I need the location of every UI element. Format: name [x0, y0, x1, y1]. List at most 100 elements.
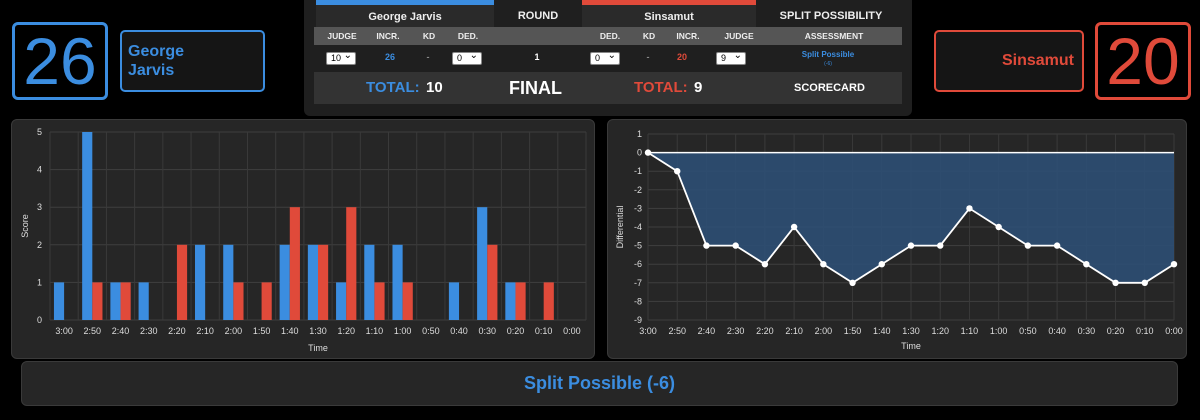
- score-bar: [487, 244, 498, 320]
- assessment-detail: (-6): [824, 61, 832, 67]
- score-bar: [374, 282, 385, 320]
- blue-total-value: 10: [426, 79, 443, 96]
- red-header: Sinsamut: [582, 0, 756, 27]
- x-tick-label: 2:30: [727, 326, 745, 336]
- y-axis-label: Differential: [615, 206, 625, 249]
- score-bar: [543, 282, 554, 320]
- blue-kd-value: -: [426, 52, 430, 62]
- y-tick-label: -2: [634, 185, 642, 195]
- differential-point: [966, 205, 973, 212]
- score-bar: [402, 282, 413, 320]
- final-label: FINAL: [509, 78, 562, 98]
- sub-kd-blue: KD: [422, 31, 436, 41]
- x-tick-label: 0:20: [507, 326, 525, 336]
- x-tick-label: 3:00: [639, 326, 657, 336]
- score-bar: [120, 282, 131, 320]
- x-tick-label: 1:00: [990, 326, 1008, 336]
- x-tick-label: 0:40: [1048, 326, 1066, 336]
- blue-header: George Jarvis: [316, 0, 494, 27]
- sub-kd-red: KD: [642, 31, 656, 41]
- differential-point: [1112, 279, 1119, 286]
- x-tick-label: 2:00: [815, 326, 833, 336]
- score-bar: [477, 207, 488, 320]
- score-bar: [336, 282, 347, 320]
- score-bar: [53, 282, 65, 320]
- y-tick-label: 4: [37, 165, 42, 175]
- round-value: 1: [534, 52, 540, 62]
- red-score: 20: [1095, 22, 1191, 100]
- differential-point: [878, 261, 885, 268]
- x-tick-label: 1:40: [873, 326, 891, 336]
- score-bar: [138, 282, 149, 320]
- differential-area: [648, 152, 1174, 283]
- blue-score: 26: [12, 22, 108, 100]
- differential-point: [790, 223, 798, 231]
- differential-point: [1170, 261, 1178, 268]
- x-tick-label: 1:30: [309, 326, 327, 336]
- y-tick-label: 1: [637, 129, 642, 139]
- differential-point: [703, 242, 710, 249]
- blue-last-name: Jarvis: [128, 62, 175, 79]
- x-tick-label: 2:10: [196, 326, 214, 336]
- differential-point: [644, 149, 652, 156]
- score-bar: [505, 282, 516, 320]
- x-tick-label: 1:20: [931, 326, 949, 336]
- x-tick-label: 2:20: [756, 326, 774, 336]
- differential-area-chart: -9 -8 -7 -6 -5 -4 -3 -2 -1 0 1 3:00 2:50 2:40 2:30 2:20…: [615, 129, 1183, 351]
- score-bar-chart: 0 1 2 3 4 5 3:00 2:50 2:40 2:30 2:20 2:10 2:00 1:50 1:…: [20, 127, 587, 353]
- x-tick-label: 1:30: [902, 326, 920, 336]
- score-bar: [92, 282, 103, 320]
- blue-first-name: George: [128, 43, 185, 60]
- y-tick-label: 1: [37, 277, 42, 287]
- y-tick-label: -9: [634, 315, 642, 325]
- sub-incr-red: INCR.: [676, 31, 700, 41]
- x-tick-label: 0:00: [1165, 326, 1183, 336]
- blue-ded-select[interactable]: 0: [452, 50, 482, 65]
- x-tick-label: 0:30: [478, 326, 496, 336]
- red-name: Sinsamut: [1001, 52, 1074, 69]
- x-axis-label: Time: [308, 343, 328, 353]
- red-ded-select[interactable]: 0: [590, 50, 620, 65]
- scorecard-panel: George Jarvis ROUND Sinsamut SPLIT POSSI…: [304, 0, 912, 116]
- sub-judge-red: JUDGE: [724, 31, 754, 41]
- x-tick-label: 1:20: [337, 326, 355, 336]
- red-total-label: TOTAL:: [634, 79, 688, 96]
- red-judge-select[interactable]: 9: [716, 50, 746, 65]
- x-tick-label: 0:10: [535, 326, 553, 336]
- y-tick-label: -5: [634, 241, 642, 251]
- x-tick-label: 2:00: [225, 326, 243, 336]
- y-tick-label: -7: [634, 278, 642, 288]
- y-tick-label: 0: [37, 315, 42, 325]
- blue-name-box: George Jarvis: [120, 30, 265, 92]
- x-tick-label: 1:50: [844, 326, 862, 336]
- score-bar: [289, 207, 300, 320]
- x-tick-label: 1:10: [961, 326, 979, 336]
- scorecard-button[interactable]: SCORECARD: [794, 82, 865, 94]
- differential-point: [1053, 242, 1061, 249]
- x-tick-label: 1:00: [394, 326, 412, 336]
- sub-incr-blue: INCR.: [376, 31, 400, 41]
- score-bar: [448, 282, 460, 320]
- y-tick-label: -4: [634, 222, 642, 232]
- x-axis-label: Time: [901, 341, 921, 351]
- blue-judge-select[interactable]: 10: [326, 50, 356, 65]
- score-bar: [364, 244, 375, 320]
- y-axis-label: Score: [20, 214, 30, 238]
- blue-total-label: TOTAL:: [366, 79, 420, 96]
- differential-point: [995, 223, 1002, 231]
- x-tick-label: 0:10: [1136, 326, 1154, 336]
- differential-point: [1141, 279, 1148, 286]
- score-bar: [261, 282, 272, 320]
- score-bar: [515, 282, 526, 320]
- red-kd-value: -: [646, 52, 650, 62]
- y-tick-label: 2: [37, 240, 42, 250]
- totals-bar: TOTAL: 10 FINAL TOTAL: 9 SCORECARD: [314, 72, 902, 104]
- differential-point: [907, 242, 915, 249]
- x-tick-label: 0:40: [450, 326, 468, 336]
- x-tick-label: 2:40: [698, 326, 716, 336]
- red-total-value: 9: [694, 79, 703, 96]
- score-bar: [346, 207, 357, 320]
- y-tick-label: -3: [634, 203, 642, 213]
- score-bar: [233, 282, 244, 320]
- sub-ded-red: DED.: [599, 31, 621, 41]
